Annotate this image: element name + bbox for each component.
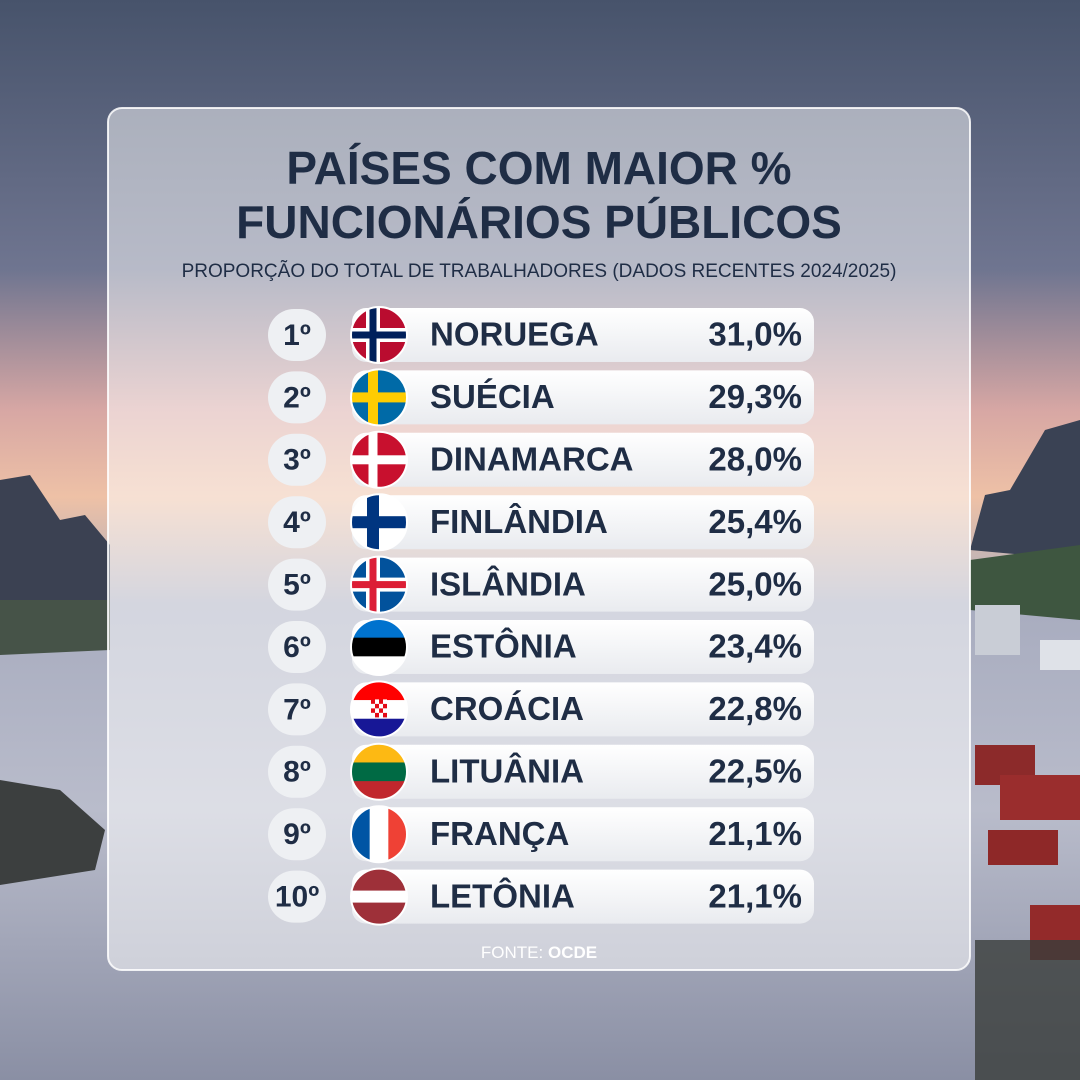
flag-part — [379, 703, 383, 709]
flag-part — [351, 516, 407, 529]
flag-part — [351, 331, 407, 339]
flag — [351, 307, 407, 363]
value: 21,1% — [708, 815, 802, 852]
rank-badge — [268, 496, 326, 549]
flag-part — [371, 703, 375, 709]
country: ISLÂNDIA — [430, 565, 586, 602]
flag-part — [351, 455, 407, 465]
flag-part — [379, 699, 383, 704]
flag-part — [379, 712, 383, 718]
row-bar — [352, 432, 814, 487]
flag — [351, 431, 407, 488]
flag — [351, 494, 407, 551]
flag-part — [383, 699, 387, 704]
flag-part — [375, 699, 379, 704]
rank: 2º — [283, 381, 311, 414]
flag-part — [379, 708, 383, 713]
flag-part — [375, 708, 379, 713]
flag-part — [371, 712, 375, 718]
flag-ring — [350, 680, 408, 739]
country: CROÁCIA — [430, 690, 584, 727]
rank-badge — [268, 808, 326, 861]
flag-part — [351, 581, 407, 589]
rank: 1º — [283, 319, 311, 352]
row-bar — [352, 807, 814, 862]
flag-ring — [350, 493, 408, 552]
flag-ring — [350, 306, 408, 364]
value: 22,5% — [708, 753, 802, 790]
flag-part — [351, 890, 407, 903]
flag-part — [369, 806, 389, 863]
flag-part — [383, 703, 387, 709]
flag-part — [371, 699, 375, 704]
flag-ring — [350, 805, 408, 864]
title: PAÍSES COM MAIOR % — [286, 142, 791, 194]
rank: 3º — [283, 444, 311, 477]
value: 21,1% — [708, 877, 802, 914]
country: ESTÔNIA — [430, 627, 577, 665]
flag-ring — [350, 430, 408, 489]
rank: 10º — [275, 881, 319, 914]
source-name: OCDE — [548, 943, 597, 962]
flag-part — [351, 762, 407, 782]
flag-ring — [350, 867, 408, 926]
rank: 6º — [283, 631, 311, 664]
value: 25,4% — [708, 503, 802, 540]
value: 29,3% — [708, 378, 802, 415]
flag-part — [383, 712, 387, 718]
row-bar — [352, 682, 814, 737]
rank: 9º — [283, 818, 311, 851]
rank-badge — [268, 433, 326, 486]
rank-badge — [268, 309, 326, 361]
subtitle: PROPORÇÃO DO TOTAL DE TRABALHADORES (DAD… — [182, 260, 897, 282]
title: FUNCIONÁRIOS PÚBLICOS — [236, 196, 842, 248]
flag-part — [375, 712, 379, 718]
flag — [351, 369, 407, 426]
value: 28,0% — [708, 441, 802, 478]
rank-badge — [268, 371, 326, 424]
flag — [351, 868, 407, 925]
flag-ring — [350, 368, 408, 427]
ranking-list: 1º NORUEGA 31,0% 2º SUÉCIA 29,3% 3º DINAMARCA 28… — [268, 306, 814, 926]
row-bar — [352, 308, 814, 362]
rank-badge — [268, 621, 326, 673]
value: 25,0% — [708, 565, 802, 602]
flag-part — [383, 708, 387, 713]
rank: 7º — [283, 693, 311, 726]
rank-badge — [268, 745, 326, 798]
country: LETÔNIA — [430, 876, 575, 914]
flag-ring — [350, 555, 408, 614]
row-bar — [352, 620, 814, 674]
rank: 8º — [283, 756, 311, 789]
country: SUÉCIA — [430, 378, 555, 415]
flag-ring — [350, 742, 408, 801]
country: FINLÂNDIA — [430, 503, 608, 540]
source: FONTE: OCDE — [481, 943, 597, 962]
flag-ring — [350, 618, 408, 676]
value: 22,8% — [708, 690, 802, 727]
rank-badge — [268, 870, 326, 923]
rank-badge — [268, 683, 326, 736]
row-bar — [352, 744, 814, 799]
row-bar — [352, 869, 814, 924]
rank: 5º — [283, 569, 311, 602]
country: FRANÇA — [430, 815, 569, 852]
value: 31,0% — [708, 316, 802, 353]
rank-badge — [268, 558, 326, 611]
row-bar — [352, 557, 814, 612]
row-bar — [352, 495, 814, 550]
flag — [351, 556, 407, 613]
row-bar — [352, 370, 814, 425]
source-label: FONTE: — [481, 943, 543, 962]
flag-part — [371, 708, 375, 713]
flag-part — [351, 637, 407, 657]
value: 23,4% — [708, 628, 802, 665]
flag-part — [351, 392, 407, 403]
rank: 4º — [283, 506, 311, 539]
country: LITUÂNIA — [430, 753, 584, 790]
country: DINAMARCA — [430, 441, 633, 478]
flag-part — [375, 703, 379, 709]
country: NORUEGA — [430, 316, 599, 353]
